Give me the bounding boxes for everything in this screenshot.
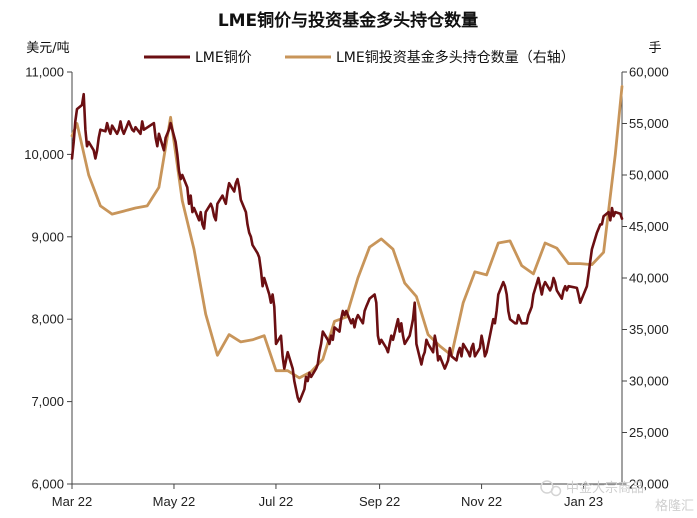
x-tick-label: Jan 23 bbox=[564, 494, 603, 509]
y-right-tick-label: 40,000 bbox=[629, 271, 669, 286]
x-tick-label: Sep 22 bbox=[359, 494, 400, 509]
x-tick-label: Mar 22 bbox=[52, 494, 92, 509]
series-line-copper-price bbox=[70, 92, 624, 403]
y-right-tick-label: 45,000 bbox=[629, 219, 669, 234]
y-left-unit: 美元/吨 bbox=[26, 41, 69, 56]
y-right-tick-label: 50,000 bbox=[629, 168, 669, 183]
x-tick-label: Nov 22 bbox=[461, 494, 502, 509]
axes: 6,000 7,000 8,000 9,000 10,000 11,000 20,000 25… bbox=[24, 65, 669, 510]
y-left-tick-label: 7,000 bbox=[31, 394, 64, 409]
y-right-tick-label: 35,000 bbox=[629, 322, 669, 337]
x-tick-label: Jul 22 bbox=[259, 494, 294, 509]
y-left-tick-label: 9,000 bbox=[31, 229, 64, 244]
chart-title: LME铜价与投资基金多头持仓数量 bbox=[218, 10, 478, 31]
wechat-icon-small bbox=[550, 485, 562, 497]
y-right-tick-label: 25,000 bbox=[629, 425, 669, 440]
y-right-tick-label: 20,000 bbox=[629, 477, 669, 492]
y-left-tick-label: 6,000 bbox=[31, 477, 64, 492]
legend: LME铜价 LME铜投资基金多头持仓数量（右轴） bbox=[144, 49, 575, 66]
y-right-tick-label: 55,000 bbox=[629, 116, 669, 131]
watermark-brand: 格隆汇 bbox=[655, 498, 694, 514]
y-right-tick-label: 60,000 bbox=[629, 65, 669, 80]
y-left-tick-label: 8,000 bbox=[31, 312, 64, 327]
legend-label-copper-price: LME铜价 bbox=[195, 50, 252, 66]
y-right-tick-label: 30,000 bbox=[629, 374, 669, 389]
series-lines bbox=[70, 85, 624, 403]
series-line-fund-positions bbox=[70, 85, 624, 380]
y-left-tick-label: 10,000 bbox=[24, 147, 64, 162]
watermark-source: 中金大宗商品 bbox=[566, 480, 644, 496]
legend-label-fund-positions: LME铜投资基金多头持仓数量（右轴） bbox=[336, 49, 575, 66]
watermark: 中金大宗商品 格隆汇 bbox=[540, 480, 694, 514]
y-right-unit: 手 bbox=[648, 41, 661, 56]
y-left-tick-label: 11,000 bbox=[25, 65, 64, 80]
x-tick-label: May 22 bbox=[153, 494, 196, 509]
